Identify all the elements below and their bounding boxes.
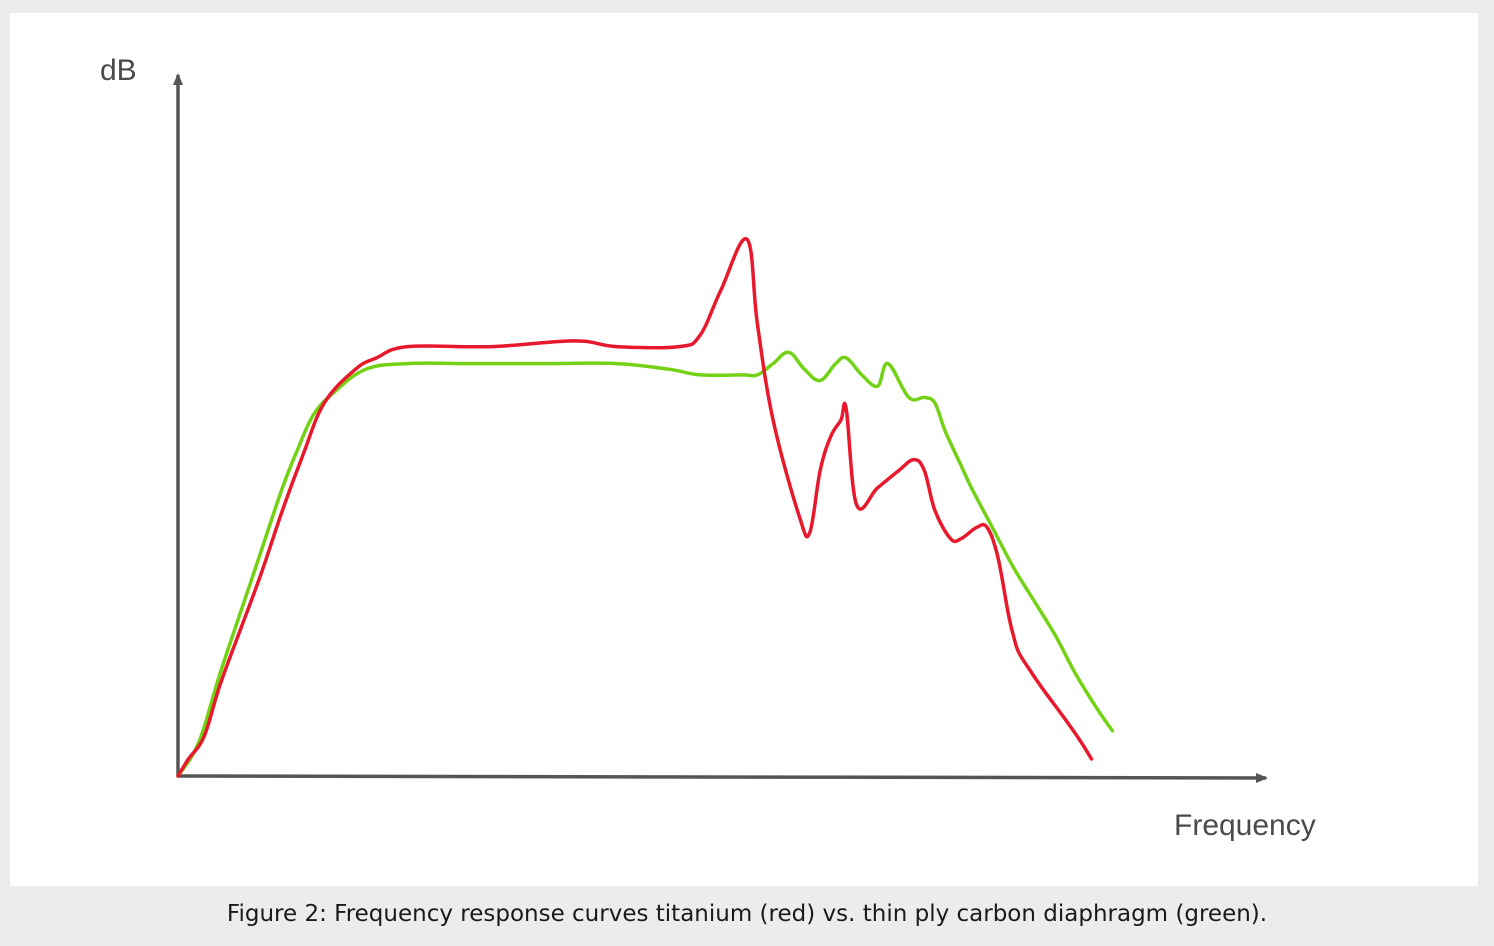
frequency-response-chart: dB Frequency [100,54,1316,842]
x-axis-line [177,772,1268,783]
figure-panel: dB Frequency [10,13,1478,886]
series-layer [176,237,1115,778]
figure-caption: Figure 2: Frequency response curves tita… [226,901,1268,927]
series-line-red [176,237,1094,778]
series-line-green [176,350,1115,778]
y-axis-title: dB [100,54,137,87]
x-axis-title: Frequency [1174,809,1316,842]
